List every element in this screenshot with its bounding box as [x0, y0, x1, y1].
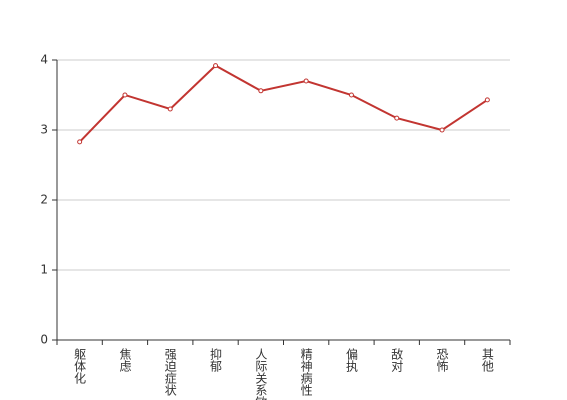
x-tick-label: 恐怖: [435, 348, 449, 372]
x-tick-label: 抑郁: [209, 347, 223, 373]
point: [167, 106, 173, 112]
y-tick-label: 1: [40, 263, 48, 277]
point: [348, 92, 354, 98]
point: [258, 88, 264, 94]
y-tick-label: 2: [40, 193, 48, 207]
point: [439, 127, 445, 133]
x-tick-label: 强迫症状: [163, 348, 177, 396]
point: [122, 92, 128, 98]
point: [303, 78, 309, 84]
x-tick-label: 其他: [480, 348, 494, 372]
y-tick-label: 0: [40, 333, 48, 347]
point: [394, 115, 400, 121]
x-tick-label: 偏执: [344, 347, 358, 373]
x-tick-label: 焦虑: [118, 348, 132, 372]
point: [213, 63, 219, 69]
x-tick-label: 精神病性: [299, 348, 313, 397]
point: [77, 139, 83, 145]
point: [484, 97, 490, 103]
x-tick-label: 躯体化: [73, 347, 87, 385]
x-tick-label: 敌对: [390, 347, 404, 372]
y-tick-label: 3: [40, 123, 48, 137]
y-tick-label: 4: [40, 53, 48, 67]
line: [78, 64, 488, 143]
x-tick-label: 人际关系敏感: [254, 348, 268, 400]
